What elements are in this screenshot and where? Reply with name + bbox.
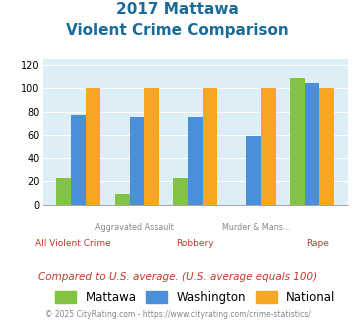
Bar (115, 194, 130, 205)
Text: 2017 Mattawa: 2017 Mattawa (116, 2, 239, 16)
Bar (261, 88, 275, 205)
Bar (56, 178, 71, 205)
Bar (130, 117, 144, 205)
Bar (320, 88, 334, 205)
Bar (144, 88, 159, 205)
Text: © 2025 CityRating.com - https://www.cityrating.com/crime-statistics/: © 2025 CityRating.com - https://www.city… (45, 310, 310, 319)
Legend: Mattawa, Washington, National: Mattawa, Washington, National (50, 286, 340, 309)
Bar (71, 115, 86, 205)
Bar (173, 178, 188, 205)
Text: Compared to U.S. average. (U.S. average equals 100): Compared to U.S. average. (U.S. average … (38, 272, 317, 282)
Bar (203, 88, 217, 205)
Text: Aggravated Assault: Aggravated Assault (95, 223, 174, 232)
Text: All Violent Crime: All Violent Crime (35, 239, 111, 248)
Bar (290, 78, 305, 205)
Text: Violent Crime Comparison: Violent Crime Comparison (66, 23, 289, 38)
Text: Murder & Mans...: Murder & Mans... (222, 223, 290, 232)
Bar (86, 88, 100, 205)
Bar (188, 117, 203, 205)
Bar (246, 136, 261, 205)
Bar (305, 82, 320, 205)
Text: Robbery: Robbery (176, 239, 214, 248)
Text: Rape: Rape (306, 239, 329, 248)
